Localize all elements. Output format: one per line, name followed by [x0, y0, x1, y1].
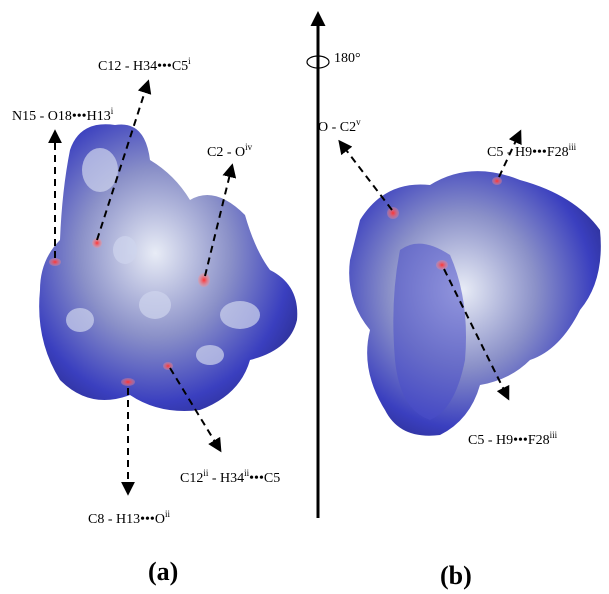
figure: 180° (a)N15 - O18•••H13iC12 - H34•••C5iC… — [0, 0, 609, 594]
label-text: C12 - H34•••C5 — [98, 59, 188, 74]
label-text: C8 - H13•••O — [88, 512, 165, 527]
panel-label: (b) — [440, 561, 472, 590]
contact-label: N15 - O18•••H13i — [12, 106, 114, 124]
surface-b — [349, 171, 601, 436]
contact-label: C12 - H34•••C5i — [98, 56, 191, 74]
superscript: iii — [550, 430, 558, 440]
label-text: •••C5 — [249, 471, 280, 486]
panel-label: (a) — [148, 557, 178, 586]
superscript: ii — [165, 509, 171, 519]
label-text: C5 - H9•••F28 — [487, 145, 569, 160]
label-text: N15 - O18•••H13 — [12, 109, 111, 124]
contact-label: C2 - Oiv — [207, 142, 253, 160]
superscript: i — [111, 106, 114, 116]
superscript: v — [356, 117, 361, 127]
label-text: C12 — [180, 471, 203, 486]
superscript: iv — [245, 142, 253, 152]
contact-label: C12ii - H34ii•••C5 — [180, 468, 280, 486]
contact-label: C8 - H13•••Oii — [88, 509, 170, 527]
contact-label: C5 - H9•••F28iii — [487, 142, 577, 160]
rotation-label: 180° — [334, 51, 361, 66]
label-text: O - C2 — [318, 120, 356, 135]
label-text: C5 - H9•••F28 — [468, 433, 550, 448]
label-text: C2 - O — [207, 145, 245, 160]
superscript: iii — [569, 142, 577, 152]
contact-label: C5 - H9•••F28iii — [468, 430, 558, 448]
superscript: i — [188, 56, 191, 66]
contact-label: O - C2v — [318, 117, 361, 135]
label-text: - H34 — [208, 471, 244, 486]
